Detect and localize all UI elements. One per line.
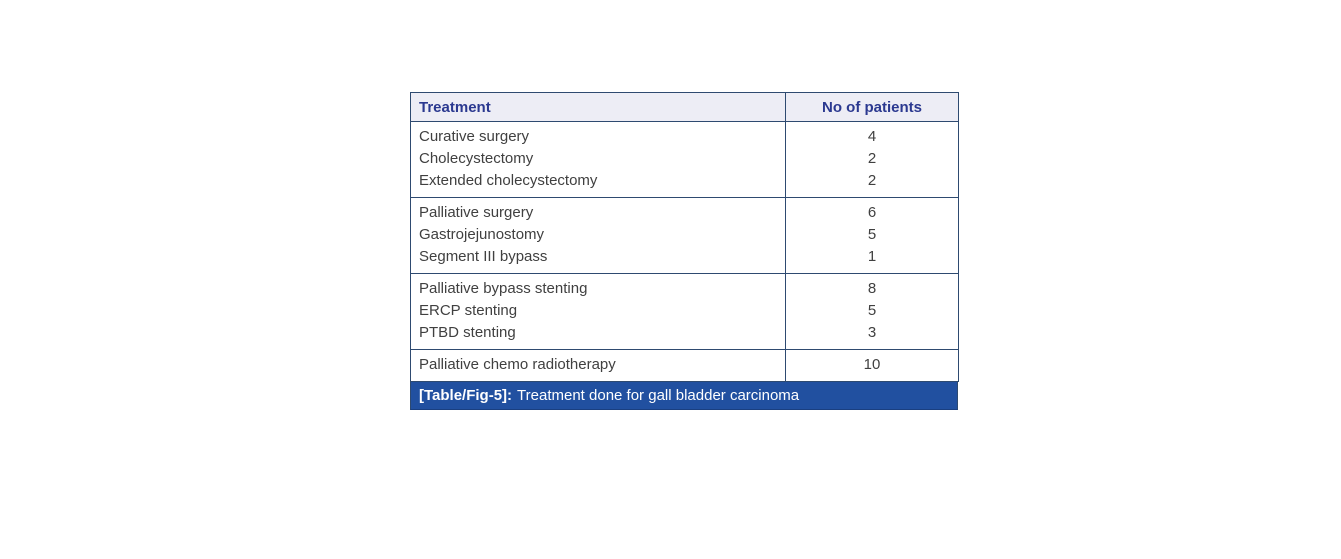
treatment-line: Palliative chemo radiotherapy	[419, 356, 616, 373]
patients-count: 8	[867, 280, 877, 297]
table-row-group-palliative-surgery: Palliative surgery Gastrojejunostomy Seg…	[410, 197, 959, 274]
patients-cell: 10	[785, 349, 959, 382]
patients-count: 6	[867, 204, 877, 221]
treatment-cell: Palliative chemo radiotherapy	[410, 349, 786, 382]
treatment-table: Treatment No of patients Curative surger…	[410, 92, 959, 382]
patients-cell: 6 5 1	[785, 197, 959, 274]
table-fig-5-figure: Treatment No of patients Curative surger…	[410, 92, 959, 410]
caption-label: [Table/Fig-5]:	[419, 387, 513, 404]
patients-count: 10	[863, 356, 881, 373]
treatment-line: Segment III bypass	[419, 248, 548, 265]
patients-count: 5	[867, 226, 877, 243]
treatment-line: Curative surgery	[419, 128, 530, 145]
patients-count: 3	[867, 324, 877, 341]
treatment-line: PTBD stenting	[419, 324, 516, 341]
treatment-line: ERCP stenting	[419, 302, 518, 319]
patients-count: 2	[867, 172, 877, 189]
treatment-line: Palliative bypass stenting	[419, 280, 588, 297]
treatment-cell: Palliative surgery Gastrojejunostomy Seg…	[410, 197, 786, 274]
patients-count: 4	[867, 128, 877, 145]
patients-count: 2	[867, 150, 877, 167]
caption-text: Treatment done for gall bladder carcinom…	[517, 387, 800, 404]
treatment-cell: Palliative bypass stenting ERCP stenting…	[410, 273, 786, 350]
treatment-line: Extended cholecystectomy	[419, 172, 598, 189]
treatment-line: Palliative surgery	[419, 204, 534, 221]
header-cell-no-of-patients: No of patients	[785, 92, 959, 122]
table-caption-bar: [Table/Fig-5]: Treatment done for gall b…	[410, 382, 958, 410]
patients-count: 5	[867, 302, 877, 319]
table-header-row: Treatment No of patients	[410, 92, 959, 122]
header-cell-treatment: Treatment	[410, 92, 786, 122]
patients-cell: 4 2 2	[785, 121, 959, 198]
patients-count: 1	[867, 248, 877, 265]
table-row-group-palliative-bypass-stenting: Palliative bypass stenting ERCP stenting…	[410, 273, 959, 350]
treatment-line: Gastrojejunostomy	[419, 226, 545, 243]
table-row-group-palliative-chemo-radiotherapy: Palliative chemo radiotherapy 10	[410, 349, 959, 382]
treatment-line: Cholecystectomy	[419, 150, 534, 167]
patients-cell: 8 5 3	[785, 273, 959, 350]
table-row-group-curative-surgery: Curative surgery Cholecystectomy Extende…	[410, 121, 959, 198]
treatment-cell: Curative surgery Cholecystectomy Extende…	[410, 121, 786, 198]
